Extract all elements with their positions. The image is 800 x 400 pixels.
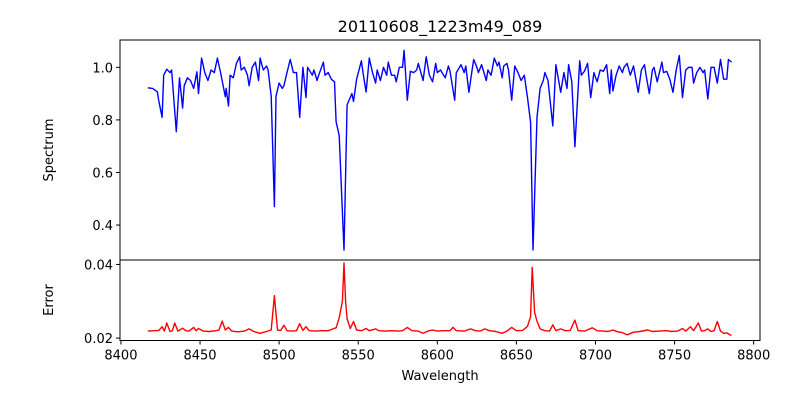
x-tick-label: 8600 bbox=[421, 349, 454, 364]
y-tick-label: 0.04 bbox=[84, 258, 113, 273]
spectrum-line bbox=[147, 49, 732, 251]
y-tick-label: 0.6 bbox=[92, 166, 113, 181]
x-tick-label: 8650 bbox=[500, 349, 533, 364]
x-tick-label: 8700 bbox=[579, 349, 612, 364]
y-tick-label: 1.0 bbox=[92, 61, 113, 76]
y-tick-label: 0.4 bbox=[92, 219, 113, 234]
x-tick-label: 8500 bbox=[263, 349, 296, 364]
spectrum-ylabel: Spectrum bbox=[42, 119, 57, 182]
x-tick-label: 8800 bbox=[737, 349, 770, 364]
x-tick-label: 8400 bbox=[104, 349, 137, 364]
error-ylabel: Error bbox=[42, 284, 57, 316]
x-tick-label: 8550 bbox=[342, 349, 375, 364]
x-tick-label: 8450 bbox=[183, 349, 216, 364]
chart-title: 20110608_1223m49_089 bbox=[338, 17, 543, 37]
x-axis-label: Wavelength bbox=[401, 369, 478, 384]
axes-frame bbox=[119, 259, 761, 341]
y-tick-label: 0.8 bbox=[92, 114, 113, 129]
error-axes: 0.02 0.04 8400 8450 8500 8550 8600 8650 8700 8750… bbox=[84, 258, 770, 363]
y-tick-label: 0.02 bbox=[84, 332, 113, 347]
x-tick-label: 8750 bbox=[658, 349, 691, 364]
error-line bbox=[147, 262, 732, 337]
